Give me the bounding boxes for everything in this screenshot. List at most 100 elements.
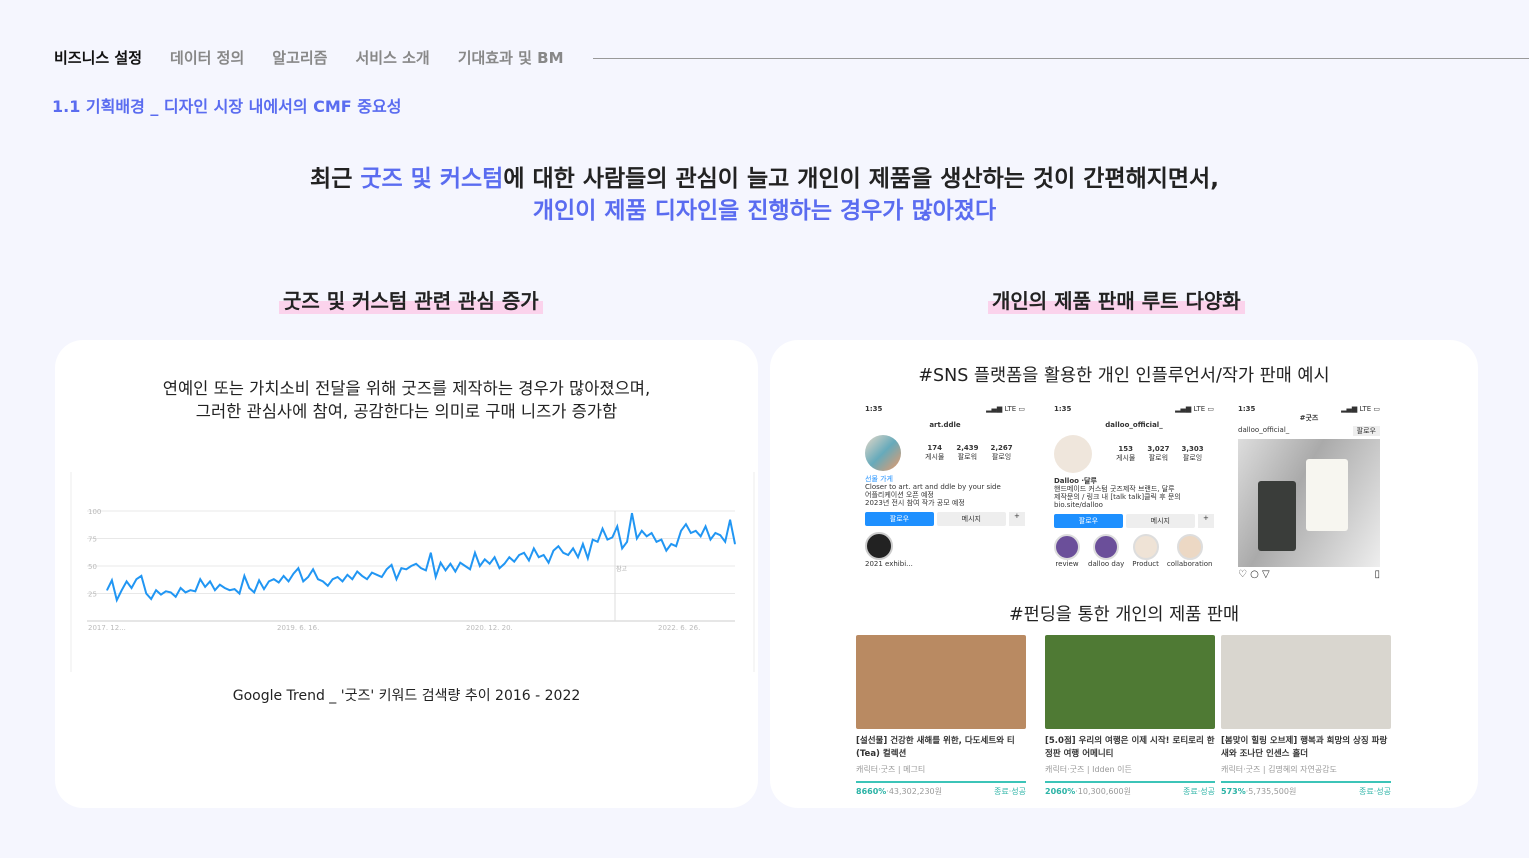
data-point <box>680 530 682 532</box>
data-point <box>675 545 677 547</box>
data-point <box>381 576 383 578</box>
profile-name: dalloo_official_ <box>1105 421 1163 429</box>
data-point <box>660 539 662 541</box>
trend-desc-2: 그러한 관심사에 참여, 공감한다는 의미로 구매 니즈가 증가함 <box>195 402 618 421</box>
x-tick-label: 2022. 6. 26. <box>658 624 700 632</box>
phone-screenshot-2: 1:35 ▂▄▆ LTE ▭ dalloo_official_ 153 게시물 3,0… <box>1054 405 1214 568</box>
data-point <box>665 550 667 552</box>
data-point <box>552 550 554 552</box>
trend-line <box>106 513 736 603</box>
funding-item[interactable]: [5.0점] 우리의 여행은 이제 시작! 로티로리 한정판 여행 어메니티 캐릭… <box>1045 635 1215 797</box>
sns-title: #SNS 플랫폼을 활용한 개인 인플루언서/작가 판매 예시 <box>918 366 1330 386</box>
data-point <box>312 568 314 570</box>
message-button[interactable]: 메시지 <box>936 512 1006 526</box>
data-point <box>150 598 152 600</box>
data-point <box>258 579 260 581</box>
y-tick-label: 50 <box>88 563 97 571</box>
highlight-icon <box>865 532 893 560</box>
nav-bm[interactable]: 기대효과 및 BM <box>457 49 564 67</box>
nav-business[interactable]: 비즈니스 설정 <box>54 49 143 67</box>
profile-stat: 3,027 팔로워 <box>1147 445 1170 462</box>
data-point <box>685 523 687 525</box>
data-point <box>160 594 162 596</box>
funding-status: 종료·성공 <box>994 787 1026 796</box>
data-point <box>165 590 167 592</box>
post-actions-icon[interactable]: ♡ ○ ▽ ▯ <box>1238 569 1380 580</box>
funding-percent: 8660% <box>856 787 887 796</box>
bio-line: Closer to art. art and ddle by your side <box>865 483 1001 491</box>
data-point <box>543 554 545 556</box>
sales-route-card: #SNS 플랫폼을 활용한 개인 인플루언서/작가 판매 예시 1:35 ▂▄▆ … <box>770 340 1478 808</box>
data-point <box>587 557 589 559</box>
data-point <box>562 552 564 554</box>
bio-line: 어플리케이션 오픈 예정 <box>865 491 934 499</box>
funding-status: 종료·성공 <box>1359 787 1391 796</box>
phone-time: 1:35 <box>1238 405 1256 413</box>
data-point <box>292 573 294 575</box>
data-point <box>499 567 500 569</box>
nav-divider <box>593 58 1529 59</box>
profile-stat: 153 게시물 <box>1116 445 1136 462</box>
data-point <box>248 587 250 589</box>
nav-data[interactable]: 데이터 정의 <box>170 49 245 67</box>
data-point <box>533 547 535 549</box>
data-point <box>189 589 191 591</box>
data-point <box>469 568 471 570</box>
data-point <box>474 552 476 554</box>
data-point <box>606 539 608 541</box>
data-point <box>214 589 216 591</box>
data-point <box>386 568 388 570</box>
mug-photo <box>1238 439 1380 567</box>
headline-highlight: 굿즈 및 커스텀 <box>360 166 504 192</box>
data-point <box>356 571 358 572</box>
funding-item[interactable]: [봄맞이 힐링 오브제] 행복과 희망의 상징 파랑새와 조나단 인센스 홀더 캐… <box>1221 635 1391 797</box>
highlight-item[interactable]: collaboration <box>1167 534 1213 568</box>
phone-time: 1:35 <box>1054 405 1072 413</box>
data-point <box>346 574 348 576</box>
data-point <box>140 575 142 577</box>
funding-item-meta: 캐릭터·굿즈 | 메그티 <box>856 765 926 774</box>
data-point <box>459 562 461 564</box>
highlight-item[interactable]: Product <box>1132 534 1159 568</box>
bio-line: 선물 가게 <box>865 475 893 483</box>
data-point <box>621 547 623 549</box>
data-point <box>273 578 275 580</box>
phone-time: 1:35 <box>865 405 883 413</box>
data-point <box>494 556 496 558</box>
y-tick-label: 75 <box>88 536 97 544</box>
data-point <box>567 554 569 556</box>
follow-button[interactable]: 팔로우 <box>1054 514 1123 528</box>
data-point <box>302 580 304 582</box>
data-point <box>243 575 245 577</box>
highlight-item[interactable]: review <box>1054 534 1080 568</box>
data-point <box>518 554 520 556</box>
x-tick-label: 2020. 12. 20. <box>466 624 513 632</box>
data-point <box>121 589 123 591</box>
highlight-item[interactable]: dalloo day <box>1088 534 1124 568</box>
data-point <box>626 541 628 543</box>
data-point <box>464 565 466 567</box>
follow-button[interactable]: 팔로우 <box>865 512 934 526</box>
data-point <box>400 567 402 569</box>
phone-screenshot-3: 1:35 ▂▄▆ LTE ▭ #굿즈 dalloo_official_ 팔로우 ♡ … <box>1238 405 1380 580</box>
data-point <box>616 525 618 527</box>
data-point <box>445 569 447 571</box>
data-point <box>420 567 422 569</box>
product-photo <box>856 635 1026 729</box>
data-point <box>557 545 559 547</box>
data-point <box>116 599 118 601</box>
data-point <box>719 534 721 536</box>
nav-algorithm[interactable]: 알고리즘 <box>272 49 328 67</box>
funding-item-title: [설선물] 건강한 새해를 위한, 다도세트와 티(Tea) 컬렉션 <box>856 736 1015 759</box>
profile-name: art.ddle <box>929 421 961 429</box>
bio-line: bio.site/dalloo <box>1054 501 1103 509</box>
annotation-label: 참고 <box>616 565 628 573</box>
funding-percent: 2060% <box>1045 787 1076 796</box>
data-point <box>376 574 378 576</box>
data-point <box>415 563 417 565</box>
section-subtitle: 1.1 기획배경 _ 디자인 시장 내에서의 CMF 중요성 <box>52 97 402 116</box>
message-button[interactable]: 메시지 <box>1125 514 1195 528</box>
nav-service[interactable]: 서비스 소개 <box>355 49 430 67</box>
follow-button[interactable]: 팔로우 <box>1352 426 1380 436</box>
